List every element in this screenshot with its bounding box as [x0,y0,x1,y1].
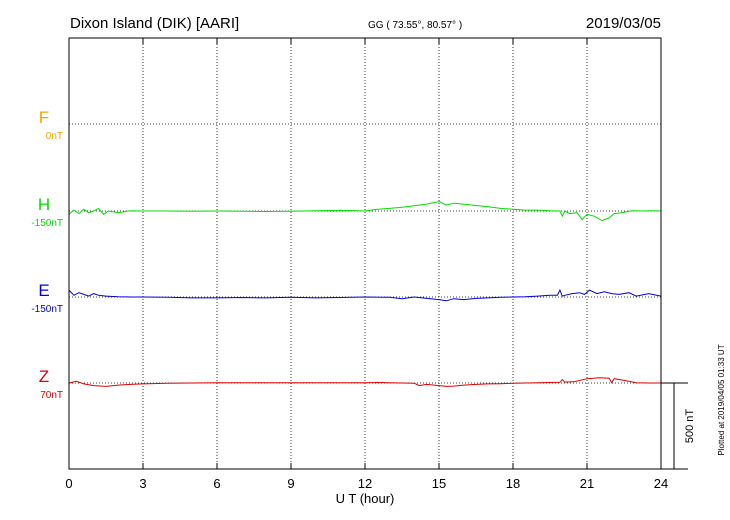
station-title: Dixon Island (DIK) [AARI] [70,15,239,32]
scale-bar-label: 500 nT [684,409,696,444]
series-labels: F 0nT H -150nT E -150nT Z 70nT [31,108,63,401]
x-axis-title: U T (hour) [336,491,395,506]
series-line-H [68,200,662,222]
series-label-F: F [39,108,49,127]
scale-bar: 500 nT [661,382,696,470]
x-tick-label-18: 18 [506,476,520,491]
series-baseline-label-H: -150nT [31,218,63,229]
series-label-Z: Z [39,367,49,386]
series-label-E: E [38,281,49,300]
coordinates-label: GG ( 73.55°, 80.57° ) [368,20,462,31]
plotted-timestamp: Plotted at 2019/04/05 01:33 UT [717,344,726,455]
x-tick-label-3: 3 [139,476,146,491]
series-line-Z [68,377,661,387]
x-tick-label-24: 24 [654,476,668,491]
series-line-E [68,288,662,302]
date-label: 2019/03/05 [586,15,661,32]
x-tick-label-21: 21 [580,476,594,491]
x-tick-label-0: 0 [65,476,72,491]
series-lines [68,200,662,387]
x-tick-label-12: 12 [358,476,372,491]
series-baseline-label-F: 0nT [46,131,63,142]
series-baseline-label-Z: 70nT [40,390,63,401]
x-tick-label-15: 15 [432,476,446,491]
series-baseline-label-E: -150nT [31,304,63,315]
x-tick-label-6: 6 [213,476,220,491]
series-label-H: H [38,195,50,214]
x-axis-ticks: 0 3 6 9 12 15 18 21 24 [65,38,668,491]
x-tick-label-9: 9 [287,476,294,491]
